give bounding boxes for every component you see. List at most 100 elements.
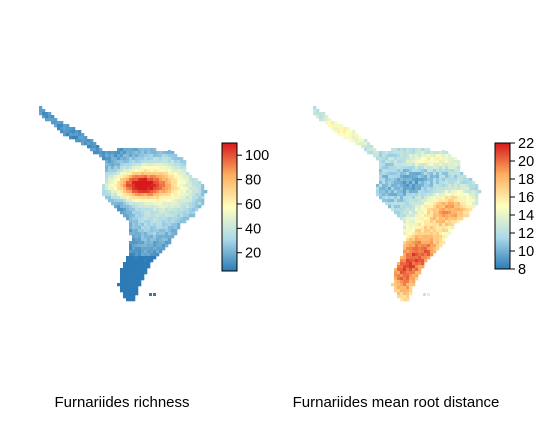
map-cell bbox=[400, 262, 404, 266]
map-cell bbox=[460, 208, 464, 212]
map-cell bbox=[129, 289, 133, 293]
map-cell bbox=[454, 190, 458, 194]
map-cell bbox=[403, 295, 407, 299]
map-cell bbox=[397, 271, 401, 275]
map-cell bbox=[153, 208, 157, 212]
map-cell bbox=[153, 169, 157, 173]
map-cell bbox=[99, 148, 103, 152]
map-cell bbox=[138, 238, 142, 242]
map-cell bbox=[141, 184, 145, 188]
map-cell bbox=[141, 208, 145, 212]
map-cell bbox=[463, 190, 467, 194]
colorbar-tick-label: 80 bbox=[245, 173, 261, 189]
map-cell bbox=[394, 202, 398, 206]
map-cell bbox=[177, 199, 181, 203]
map-cell bbox=[147, 226, 151, 230]
map-cell bbox=[469, 199, 473, 203]
map-cell bbox=[343, 130, 347, 134]
map-cell bbox=[171, 223, 175, 227]
map-cell bbox=[135, 271, 139, 275]
map-cell bbox=[144, 235, 148, 239]
map-cell bbox=[150, 235, 154, 239]
map-cell bbox=[454, 193, 458, 197]
map-cell bbox=[406, 214, 410, 218]
map-cell bbox=[445, 181, 449, 185]
map-cell bbox=[430, 220, 434, 224]
map-cell bbox=[409, 214, 413, 218]
map-cell bbox=[108, 166, 112, 170]
map-cell bbox=[427, 196, 431, 200]
map-cell bbox=[150, 214, 154, 218]
map-cell bbox=[132, 259, 136, 263]
map-cell bbox=[189, 202, 193, 206]
map-cell bbox=[367, 142, 371, 146]
map-cell bbox=[135, 211, 139, 215]
map-cell bbox=[150, 247, 154, 251]
map-cell bbox=[433, 199, 437, 203]
map-cell bbox=[174, 199, 178, 203]
map-cell bbox=[135, 166, 139, 170]
map-cell bbox=[391, 193, 395, 197]
map-cell bbox=[385, 187, 389, 191]
map-cell bbox=[442, 190, 446, 194]
map-cell bbox=[147, 208, 151, 212]
map-cell bbox=[153, 238, 157, 242]
map-cell bbox=[463, 187, 467, 191]
map-cell bbox=[126, 190, 130, 194]
map-cell bbox=[111, 172, 115, 176]
map-cell bbox=[403, 205, 407, 209]
map-cell bbox=[174, 202, 178, 206]
map-cell bbox=[382, 172, 386, 176]
map-cell bbox=[180, 199, 184, 203]
map-cell bbox=[198, 190, 202, 194]
map-cell bbox=[421, 223, 425, 227]
map-cell bbox=[385, 157, 389, 161]
map-cell bbox=[150, 211, 154, 215]
map-cell bbox=[126, 274, 130, 278]
map-cell bbox=[457, 220, 461, 224]
map-cell bbox=[430, 223, 434, 227]
map-cell bbox=[394, 196, 398, 200]
map-cell bbox=[409, 196, 413, 200]
map-cell bbox=[126, 259, 130, 263]
map-cell bbox=[111, 166, 115, 170]
map-cell bbox=[367, 148, 371, 152]
map-cell bbox=[117, 163, 121, 167]
map-cell bbox=[132, 190, 136, 194]
map-cell bbox=[367, 151, 371, 155]
map-cell bbox=[147, 211, 151, 215]
map-cell bbox=[409, 181, 413, 185]
map-cell bbox=[174, 211, 178, 215]
map-cell bbox=[177, 190, 181, 194]
map-cell bbox=[415, 196, 419, 200]
map-cell bbox=[123, 148, 127, 152]
map-cell bbox=[406, 184, 410, 188]
map-cell bbox=[165, 226, 169, 230]
map-cell bbox=[141, 232, 145, 236]
map-cell bbox=[117, 157, 121, 161]
map-cell bbox=[144, 190, 148, 194]
map-cell bbox=[162, 247, 166, 251]
map-cell bbox=[153, 229, 157, 233]
map-cell bbox=[69, 133, 73, 137]
map-cell bbox=[394, 163, 398, 167]
map-cell bbox=[412, 223, 416, 227]
map-cell bbox=[400, 190, 404, 194]
map-cell bbox=[442, 193, 446, 197]
map-cell bbox=[442, 235, 446, 239]
map-cell bbox=[135, 202, 139, 206]
map-cell bbox=[442, 223, 446, 227]
map-cell bbox=[406, 178, 410, 182]
richness-map bbox=[39, 106, 208, 302]
map-cell bbox=[415, 205, 419, 209]
map-cell bbox=[436, 193, 440, 197]
map-cell bbox=[436, 244, 440, 248]
map-cell bbox=[415, 214, 419, 218]
map-cell bbox=[391, 190, 395, 194]
map-cell bbox=[162, 190, 166, 194]
map-cell bbox=[433, 169, 437, 173]
map-cell bbox=[156, 172, 160, 176]
map-cell bbox=[385, 169, 389, 173]
map-cell bbox=[126, 283, 130, 287]
